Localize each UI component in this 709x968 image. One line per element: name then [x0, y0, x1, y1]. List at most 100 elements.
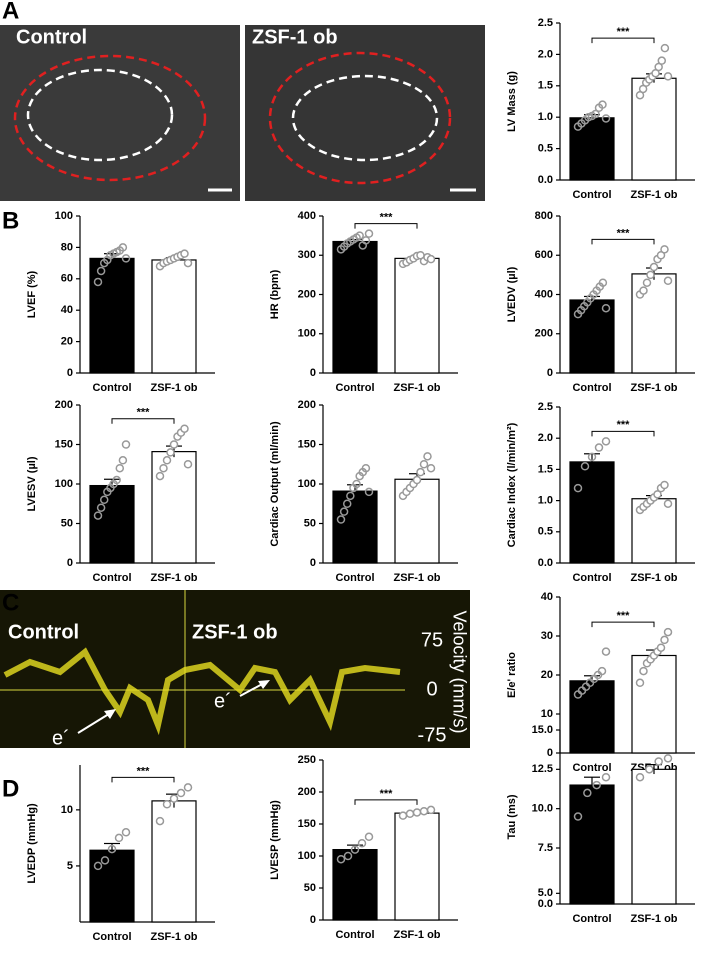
data-point: [419, 806, 429, 816]
y-tick-label: 100: [298, 850, 316, 862]
y-tick-label: 200: [55, 399, 73, 411]
image-label: ZSF-1 ob: [192, 621, 278, 643]
bar: [631, 768, 677, 905]
y-tick-label: 50: [304, 882, 316, 894]
y-tick-label: 600: [535, 249, 553, 261]
y-tick-label: 50: [61, 517, 73, 529]
bar: [151, 451, 197, 564]
data-point: [597, 666, 607, 676]
data-point: [660, 43, 670, 53]
y-axis-label: LVESP (mmHg): [269, 800, 281, 880]
data-point: [162, 800, 172, 809]
x-tick-label: ZSF-1 ob: [150, 572, 197, 584]
arrow: [77, 711, 113, 734]
y-axis-label: LVEF (%): [26, 270, 38, 318]
echo-image: [0, 25, 240, 201]
data-point: [580, 462, 590, 471]
velocity-trace: [3, 647, 401, 736]
annotation: e´: [52, 727, 70, 749]
data-point: [653, 490, 662, 499]
data-point: [601, 114, 611, 123]
y-tick-label: 7.5: [538, 842, 553, 854]
data-point: [663, 72, 673, 81]
significance-label: ***: [617, 227, 631, 239]
data-point: [426, 254, 436, 264]
y-tick-label: 2.0: [538, 48, 553, 60]
y-tick-label: 1.5: [538, 463, 553, 475]
data-point: [426, 805, 436, 815]
data-point: [639, 286, 648, 295]
significance-bracket: [354, 223, 418, 229]
y-tick-label: 150: [55, 438, 73, 450]
data-point: [660, 635, 669, 645]
y-axis-label: E/e' ratio: [506, 652, 518, 698]
epicardial-trace: [13, 54, 207, 182]
data-point: [121, 828, 131, 837]
data-point: [405, 809, 415, 819]
data-point: [635, 678, 645, 688]
arrow-head: [104, 709, 116, 719]
y-axis-label: Cardiac Index (l/min/m²): [506, 422, 518, 547]
y-tick-label: 0: [67, 367, 73, 379]
y-axis-label: HR (bpm): [269, 269, 281, 319]
x-tick-label: Control: [572, 913, 611, 925]
y-axis-label: LVESV (µl): [26, 456, 38, 511]
data-point: [656, 643, 666, 652]
image-label: ZSF-1 ob: [252, 26, 338, 48]
y-tick-label: 50: [304, 517, 316, 529]
data-point: [591, 109, 600, 119]
x-tick-label: Control: [572, 382, 611, 394]
significance-label: ***: [617, 610, 631, 622]
data-point: [598, 100, 607, 109]
y-tick-label: 150: [298, 818, 316, 830]
x-tick-label: Control: [92, 931, 131, 943]
data-point: [601, 647, 611, 656]
significance-bracket: [591, 430, 655, 437]
y-axis-label: Cardiac Output (ml/min): [269, 421, 281, 547]
y-tick-label: 200: [298, 399, 316, 411]
x-tick-label: Control: [335, 572, 374, 584]
y-tick-label: 100: [298, 328, 316, 340]
y-tick-label: 800: [535, 210, 553, 222]
y-tick-label: 0.0: [538, 174, 553, 186]
bar: [89, 484, 135, 564]
y-tick-label: 200: [535, 328, 553, 340]
data-point: [361, 463, 371, 473]
data-point: [162, 456, 172, 465]
panel-letter: A: [2, 0, 19, 24]
y-tick-label: 100: [55, 478, 73, 490]
y-tick-label: 150: [298, 438, 316, 450]
bar: [332, 240, 378, 374]
bar: [569, 680, 615, 754]
y-axis-label: LVEDV (µl): [506, 266, 518, 322]
x-tick-label: Control: [572, 189, 611, 201]
x-tick-label: ZSF-1 ob: [630, 189, 677, 201]
bar: [569, 461, 615, 564]
data-point: [639, 666, 648, 676]
y-tick-label: 200: [298, 786, 316, 798]
data-point: [155, 816, 165, 826]
y-tick-label: 5.0: [538, 887, 553, 899]
data-point: [99, 495, 109, 505]
significance-label: ***: [137, 407, 151, 419]
data-point: [654, 757, 663, 766]
data-point: [364, 229, 374, 238]
data-point: [635, 772, 645, 782]
data-point: [398, 811, 408, 820]
data-point: [169, 440, 179, 449]
bar: [569, 117, 615, 181]
data-point: [336, 854, 346, 864]
data-point: [96, 266, 106, 276]
bar: [89, 257, 135, 374]
y-tick-label: 300: [298, 249, 316, 261]
x-tick-label: ZSF-1 ob: [630, 913, 677, 925]
endocardial-trace: [291, 74, 439, 162]
significance-bracket: [111, 418, 175, 424]
velocity-axis-label: Velocity (mm/s): [449, 610, 469, 733]
data-point: [642, 278, 652, 287]
bar: [631, 654, 677, 754]
annotation: e´: [214, 690, 232, 712]
data-point: [423, 452, 432, 461]
x-tick-label: ZSF-1 ob: [150, 382, 197, 394]
data-point: [657, 56, 667, 65]
